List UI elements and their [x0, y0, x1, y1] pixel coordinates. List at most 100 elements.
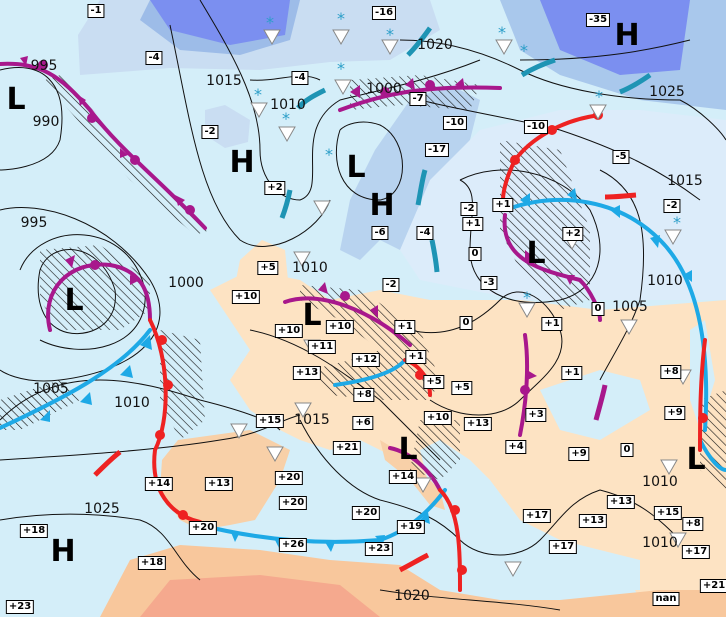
isobar-label: 1000: [168, 275, 204, 291]
shower-symbols: [230, 29, 692, 578]
fronts: [0, 61, 726, 592]
temperature-label: -4: [145, 51, 163, 65]
isobar-label: 1010: [647, 273, 683, 289]
snow-icon: *: [337, 59, 345, 78]
temperature-label: +9: [664, 406, 686, 420]
europe-land: [210, 270, 726, 617]
isobar-label: 1020: [417, 37, 453, 53]
temperature-label: +1: [492, 198, 514, 212]
temperature-label: -7: [409, 92, 427, 106]
snow-symbols: * * * * * * * * * * * *: [254, 9, 681, 307]
temperature-label: -2: [663, 199, 681, 213]
temperature-label: +5: [423, 375, 445, 389]
temperature-label: +13: [578, 514, 608, 528]
temperature-label: -10: [442, 116, 468, 130]
shower-triangle-icon: [660, 459, 678, 476]
shower-triangle-icon: [664, 229, 682, 246]
shower-triangle-icon: [504, 561, 522, 578]
shower-triangle-icon: [263, 29, 281, 46]
temperature-label: +10: [231, 290, 261, 304]
snow-icon: *: [325, 145, 333, 164]
snow-icon: *: [520, 41, 528, 60]
pressure-center-label: L: [302, 298, 322, 333]
snow-icon: *: [282, 109, 290, 128]
snow-icon: *: [673, 213, 681, 232]
temperature-label: 0: [591, 302, 605, 316]
temperature-label: -6: [371, 226, 389, 240]
isobar-label: 1010: [270, 97, 306, 113]
temperature-label: +11: [307, 340, 337, 354]
pressure-center-label: L: [64, 283, 84, 318]
temperature-label: +13: [292, 366, 322, 380]
temperature-label: +13: [606, 495, 636, 509]
arctic-cold-core: [540, 0, 690, 75]
shower-triangle-icon: [294, 402, 312, 419]
cold-front-atlantic: [0, 328, 152, 430]
occluded-front-norway: [338, 85, 502, 112]
isobar-label: 990: [32, 114, 60, 130]
temperature-label: +14: [144, 477, 174, 491]
flow-arrows: [93, 26, 652, 573]
temperature-label: +17: [681, 545, 711, 559]
isobar-label: 1005: [612, 299, 648, 315]
temperature-label: -4: [416, 226, 434, 240]
isobar-label: 1025: [84, 501, 120, 517]
shower-triangle-icon: [620, 319, 638, 336]
temperature-label: +2: [264, 181, 286, 195]
temperature-label: +13: [204, 477, 234, 491]
temperature-label: +18: [19, 524, 49, 538]
shower-triangle-icon: [293, 251, 311, 268]
isobar-label: 1005: [33, 381, 69, 397]
temperature-label: +18: [137, 556, 167, 570]
temperature-label: -3: [480, 276, 498, 290]
pressure-center-label: H: [369, 188, 395, 223]
temperature-label: +20: [188, 521, 218, 535]
temperature-label: 0: [620, 443, 634, 457]
temperature-label: +5: [451, 381, 473, 395]
temperature-label: +21: [699, 579, 726, 593]
pressure-center-label: L: [686, 442, 706, 477]
temperature-label: +6: [352, 416, 374, 430]
snow-icon: *: [498, 23, 506, 42]
snow-icon: *: [523, 288, 531, 307]
temperature-label: +1: [394, 320, 416, 334]
shower-triangle-icon: [414, 477, 432, 494]
black-sea: [540, 370, 650, 440]
temperature-label: -2: [382, 278, 400, 292]
temperature-label: -1: [87, 4, 105, 18]
shower-triangle-icon: [266, 446, 284, 463]
pressure-center-label: H: [614, 18, 640, 53]
shower-triangle-icon: [278, 126, 296, 143]
temperature-label: +12: [351, 353, 381, 367]
cold-front-russia: [503, 198, 709, 432]
isobar-label: 1010: [642, 474, 678, 490]
shower-triangle-icon: [313, 200, 331, 217]
isobar-label: 1015: [206, 73, 242, 89]
isobar-label: 1010: [292, 260, 328, 276]
isobar-label: 1025: [649, 84, 685, 100]
shower-triangle-icon: [495, 39, 513, 56]
isobar-label: 1010: [642, 535, 678, 551]
isobar-label: 1015: [667, 173, 703, 189]
snow-icon: *: [266, 13, 274, 32]
temperature-label: -17: [424, 143, 450, 157]
temperature-label: +8: [353, 388, 375, 402]
temperature-label: -5: [612, 150, 630, 164]
temperature-label: +23: [5, 600, 35, 614]
isobar-label: 1010: [114, 395, 150, 411]
temperature-label: +1: [541, 317, 563, 331]
pressure-center-label: L: [6, 82, 26, 117]
temperature-label: +26: [278, 538, 308, 552]
isobar-label: 1015: [294, 412, 330, 428]
pressure-center-label: L: [398, 432, 418, 467]
temperature-label: 0: [459, 316, 473, 330]
temperature-label: +10: [325, 320, 355, 334]
temperature-label: +3: [525, 408, 547, 422]
cold-front-east: [698, 438, 726, 472]
warm-front-italy: [438, 488, 462, 592]
temperature-label: 0: [468, 247, 482, 261]
temperature-label: -10: [523, 120, 549, 134]
greenland-cold-core: [150, 0, 290, 45]
temperature-label: +1: [561, 366, 583, 380]
